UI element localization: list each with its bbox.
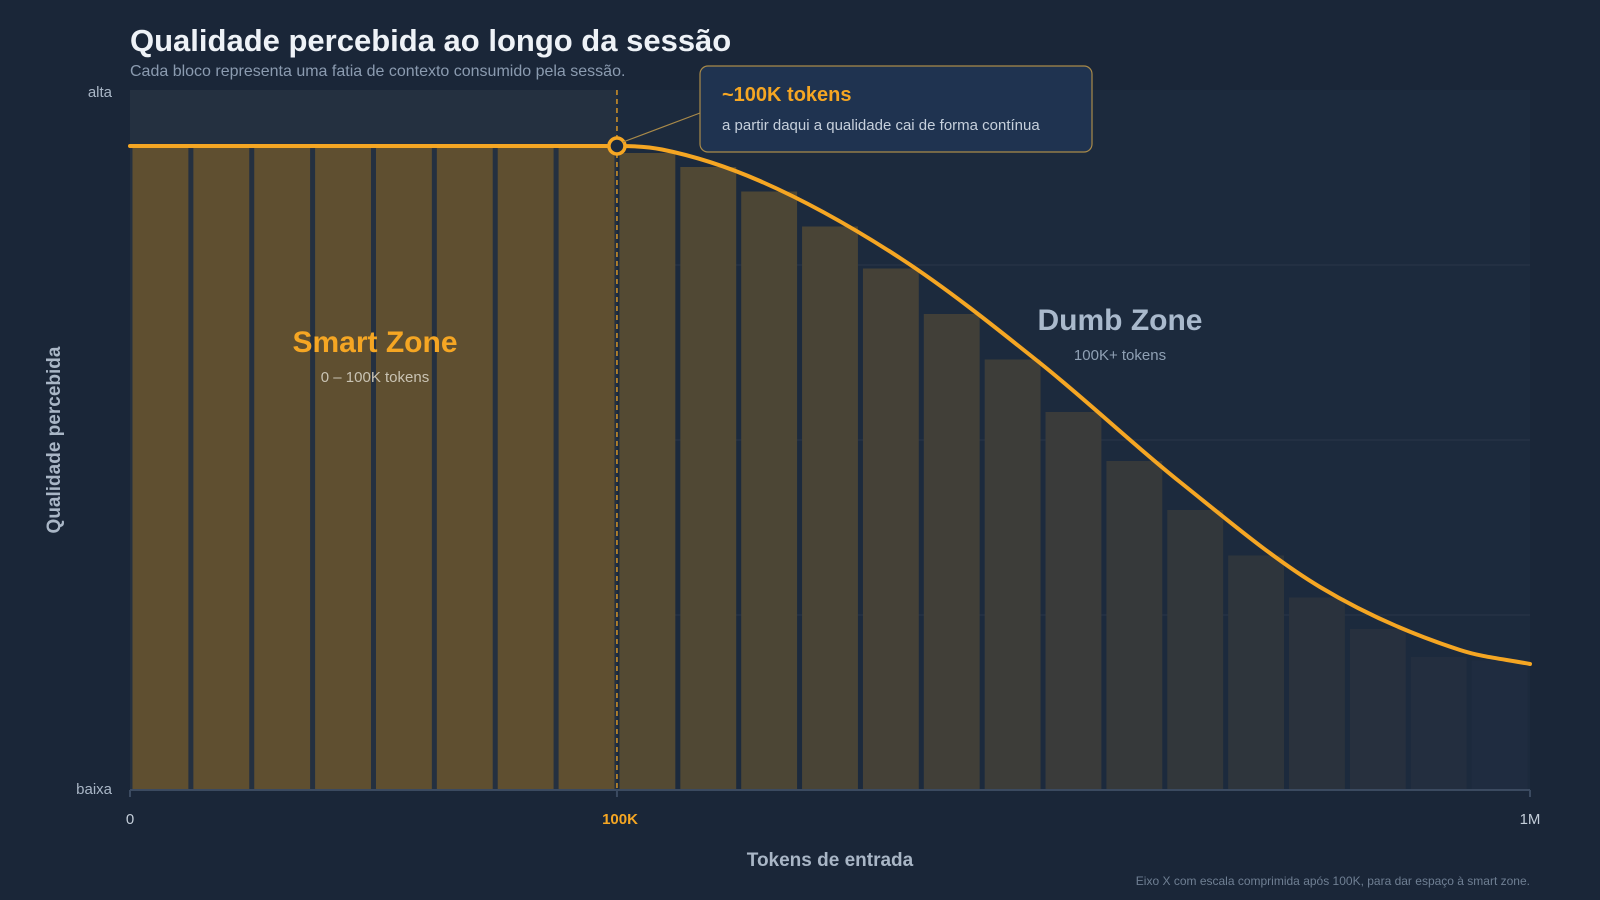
smart-zone-label: Smart Zone bbox=[292, 326, 457, 359]
chart-subtitle: Cada bloco representa uma fatia de conte… bbox=[130, 63, 625, 80]
bar-10 bbox=[680, 167, 737, 790]
callout-text: a partir daqui a qualidade cai de forma … bbox=[722, 117, 1040, 134]
callout-leader-line bbox=[622, 112, 701, 143]
bar-15 bbox=[984, 359, 1041, 790]
x-tick-label-0: 0 bbox=[126, 811, 134, 828]
y-tick-label-low: baixa bbox=[76, 781, 113, 798]
bar-13 bbox=[862, 268, 919, 790]
bar-2 bbox=[193, 146, 250, 790]
bar-16 bbox=[1045, 412, 1102, 790]
smart-zone-range: 0 – 100K tokens bbox=[321, 369, 429, 386]
quality-curve bbox=[128, 143, 1532, 666]
bar-22 bbox=[1410, 657, 1467, 790]
x-axis-label: Tokens de entrada bbox=[747, 850, 914, 871]
bar-9 bbox=[619, 153, 676, 790]
bars bbox=[132, 146, 1528, 790]
callout-box bbox=[699, 65, 1093, 153]
bar-19 bbox=[1228, 555, 1285, 790]
dumb-zone-label: Dumb Zone bbox=[1038, 304, 1203, 337]
dumb-zone-range: 100K+ tokens bbox=[1074, 347, 1166, 364]
bar-4 bbox=[315, 146, 371, 790]
bar-18 bbox=[1167, 510, 1224, 790]
bar-11 bbox=[741, 191, 798, 790]
bar-20 bbox=[1289, 597, 1345, 790]
bar-8 bbox=[558, 146, 615, 790]
bar-6 bbox=[436, 146, 493, 790]
callout-title: ~100K tokens bbox=[722, 84, 852, 106]
bar-7 bbox=[497, 146, 554, 790]
bar-3 bbox=[254, 146, 311, 790]
bar-1 bbox=[132, 146, 189, 790]
y-axis-label: Qualidade percebida bbox=[44, 346, 65, 533]
footnote: Eixo X com escala comprimida após 100K, … bbox=[1136, 874, 1530, 888]
threshold-marker bbox=[607, 136, 627, 156]
bar-17 bbox=[1106, 461, 1163, 790]
bar-23 bbox=[1471, 660, 1528, 790]
bar-5 bbox=[375, 146, 432, 790]
y-tick-label-high: alta bbox=[88, 84, 113, 101]
bar-14 bbox=[923, 314, 980, 790]
x-tick-label-100k: 100K bbox=[602, 811, 638, 828]
chart-title: Qualidade percebida ao longo da sessão bbox=[130, 23, 731, 58]
bar-12 bbox=[802, 226, 858, 790]
bar-21 bbox=[1349, 629, 1406, 790]
x-tick-label-1m: 1M bbox=[1520, 811, 1541, 828]
x-tick-marks bbox=[129, 790, 1531, 797]
